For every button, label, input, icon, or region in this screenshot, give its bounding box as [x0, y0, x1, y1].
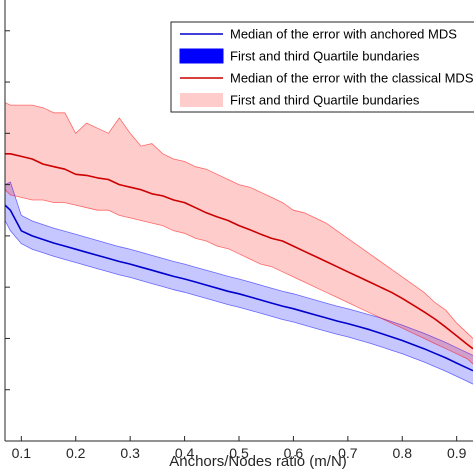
legend-patch-swatch	[179, 48, 224, 64]
x-tick-label: 0.8	[393, 445, 413, 461]
legend-label: First and third Quartile bundaries	[230, 49, 420, 64]
legend-entry: First and third Quartile bundaries	[179, 48, 420, 64]
quartile-band-area	[5, 182, 473, 385]
quartile-band-upper-edge	[5, 181, 473, 356]
x-tick-label: 0.2	[66, 445, 86, 461]
quartile-band-3	[5, 102, 473, 365]
x-axis-label: Anchors/Nodes ratio (m/N)	[169, 453, 347, 470]
legend-label: First and third Quartile bundaries	[230, 93, 420, 108]
quartile-band-lower-edge	[5, 189, 473, 365]
legend-box	[170, 21, 474, 113]
x-tick-label: 0.3	[120, 445, 140, 461]
x-tick-label: 0.5	[229, 445, 249, 461]
legend-label: Median of the error with the classical M…	[230, 71, 474, 86]
x-tick-label: 0.6	[284, 445, 304, 461]
x-tick-label: 0.1	[12, 445, 32, 461]
median-line-2	[5, 153, 473, 350]
quartile-bands	[5, 102, 473, 385]
quartile-band-area	[5, 102, 473, 365]
x-tick-label: 0.4	[175, 445, 195, 461]
quartile-band-1	[5, 181, 473, 385]
legend-entry: Median of the error with the classical M…	[180, 71, 474, 86]
x-tick-label: 0.7	[338, 445, 358, 461]
legend-label: Median of the error with anchored MDS	[230, 27, 457, 42]
median-lines	[5, 153, 473, 372]
legend-patch-swatch	[180, 93, 223, 107]
y-ticks	[5, 30, 10, 391]
x-ticks: 0.1 0.2 0.3 0.4 0.5 0.6 0.7 0.8 0.9	[12, 436, 467, 461]
quartile-band-upper-edge	[5, 102, 473, 339]
quartile-band-lower-edge	[5, 220, 473, 385]
median-line-0	[5, 204, 473, 372]
legend-entry: Median of the error with anchored MDS	[180, 27, 457, 42]
x-tick-label: 0.9	[447, 445, 467, 461]
legend-entry: First and third Quartile bundaries	[180, 93, 420, 108]
legend: Median of the error with anchored MDS Fir…	[170, 21, 474, 113]
